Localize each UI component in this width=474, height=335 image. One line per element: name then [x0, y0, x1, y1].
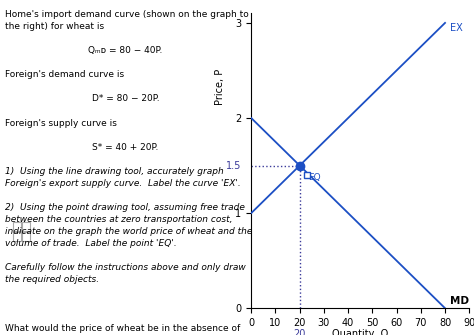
Bar: [12, 232, 21, 241]
Text: 1)  Using the line drawing tool, accurately graph: 1) Using the line drawing tool, accurate…: [5, 167, 224, 176]
Text: MD: MD: [450, 296, 469, 306]
Text: volume of trade.  Label the point 'EQ'.: volume of trade. Label the point 'EQ'.: [5, 239, 177, 248]
Text: What would the price of wheat be in the absence of: What would the price of wheat be in the …: [5, 324, 240, 333]
Text: EX: EX: [450, 23, 463, 33]
Text: 20: 20: [293, 329, 306, 335]
Text: Foreign's supply curve is: Foreign's supply curve is: [5, 119, 117, 128]
Text: Foreign's demand curve is: Foreign's demand curve is: [5, 70, 124, 79]
Text: the right) for wheat is: the right) for wheat is: [5, 22, 104, 31]
Y-axis label: Price, P: Price, P: [215, 69, 225, 105]
Bar: [22, 232, 30, 241]
Text: Carefully follow the instructions above and only draw: Carefully follow the instructions above …: [5, 263, 246, 272]
Text: EQ: EQ: [308, 173, 321, 182]
Text: Foreign's export supply curve.  Label the curve 'EX'.: Foreign's export supply curve. Label the…: [5, 179, 241, 188]
Text: S* = 40 + 20P.: S* = 40 + 20P.: [92, 143, 159, 152]
Bar: [12, 222, 21, 231]
Text: Home's import demand curve (shown on the graph to: Home's import demand curve (shown on the…: [5, 10, 249, 19]
X-axis label: Quantity, Q: Quantity, Q: [332, 329, 388, 335]
Bar: [22, 222, 30, 231]
Text: the required objects.: the required objects.: [5, 275, 99, 284]
Text: 1.5: 1.5: [226, 160, 242, 171]
Text: D* = 80 − 20P.: D* = 80 − 20P.: [92, 94, 159, 104]
Text: Qₘᴅ = 80 − 40P.: Qₘᴅ = 80 − 40P.: [89, 46, 163, 55]
Text: indicate on the graph the world price of wheat and the: indicate on the graph the world price of…: [5, 227, 252, 236]
Text: 2)  Using the point drawing tool, assuming free trade: 2) Using the point drawing tool, assumin…: [5, 203, 245, 212]
Text: between the countries at zero transportation cost,: between the countries at zero transporta…: [5, 215, 233, 224]
